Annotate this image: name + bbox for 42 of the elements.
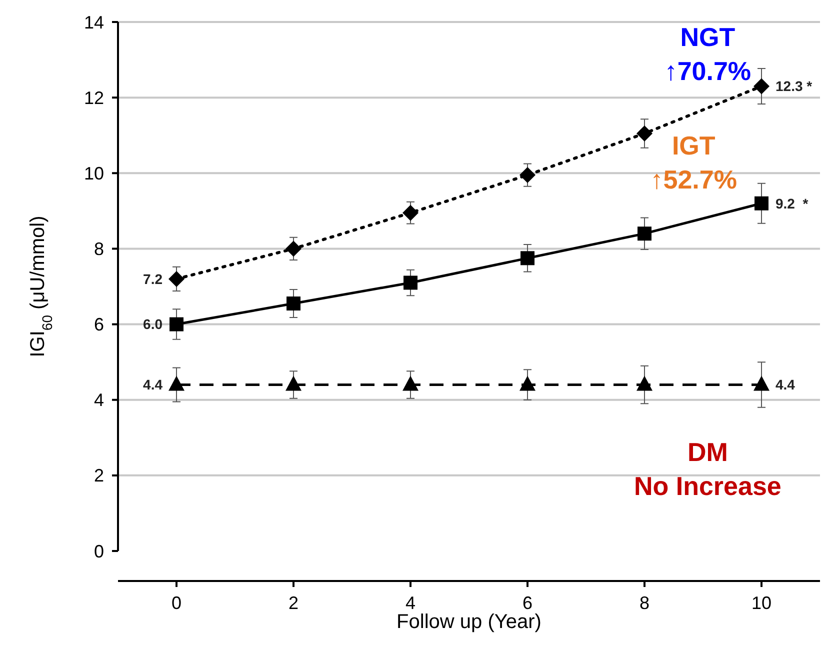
annotation: NGT ↑70.7% — [664, 22, 752, 86]
point — [636, 125, 652, 142]
point — [168, 376, 184, 391]
data-label: 7.2 — [143, 270, 163, 287]
point — [754, 196, 768, 210]
x-tick-label: 2 — [288, 593, 299, 613]
point — [636, 376, 652, 391]
point — [402, 204, 418, 221]
x-tick-label: 0 — [171, 593, 182, 613]
point — [520, 376, 536, 391]
point — [404, 276, 418, 290]
point — [638, 226, 652, 241]
point — [170, 317, 184, 332]
data-label: 6.0 — [143, 316, 163, 332]
data-label: 12.3 * — [776, 78, 813, 94]
point — [168, 270, 184, 287]
y-tick-label: 12 — [84, 88, 104, 108]
point — [402, 376, 418, 391]
point — [754, 78, 770, 94]
x-tick-label: 10 — [751, 593, 772, 613]
y-tick-label: 8 — [94, 239, 104, 260]
annotation: IGT ↑52.7% — [650, 130, 738, 194]
point — [520, 251, 534, 266]
annotation: DM No Increase — [634, 437, 782, 502]
point — [286, 296, 300, 311]
data-label: 4.4 — [143, 376, 163, 393]
x-tick-label: 4 — [405, 593, 416, 613]
x-tick-label: 6 — [522, 593, 533, 613]
y-tick-label: 10 — [84, 163, 104, 184]
y-tick-label: 6 — [94, 314, 104, 335]
point — [286, 376, 302, 391]
data-label: 4.4 — [776, 376, 796, 393]
y-tick-label: 14 — [84, 12, 104, 32]
y-tick-label: 0 — [94, 541, 104, 562]
point — [520, 167, 536, 184]
y-tick-label: 2 — [94, 466, 104, 486]
data-label: 9.2 * — [776, 195, 809, 212]
x-axis-title: Follow up (Year) — [396, 611, 542, 633]
point — [754, 376, 770, 391]
y-tick-label: 4 — [94, 390, 104, 410]
x-tick-label: 8 — [639, 593, 650, 613]
point — [286, 240, 302, 257]
